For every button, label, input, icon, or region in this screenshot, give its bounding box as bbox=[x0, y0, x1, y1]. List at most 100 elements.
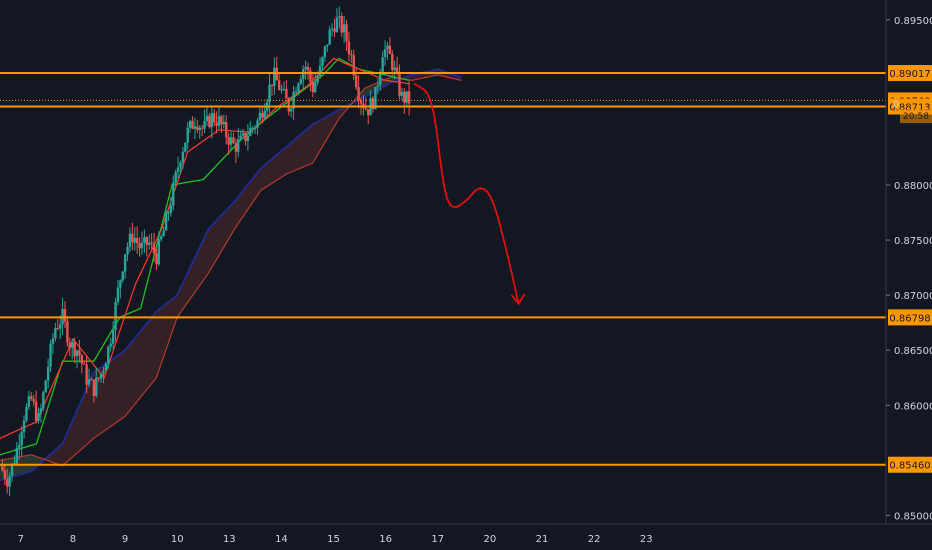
current-price-label: 0 bbox=[893, 100, 899, 111]
candle-body bbox=[215, 122, 218, 126]
candle-body bbox=[405, 91, 408, 103]
candle-body bbox=[234, 142, 238, 152]
candle-body bbox=[58, 324, 62, 329]
candle-body bbox=[318, 65, 322, 77]
candle-body bbox=[27, 396, 31, 407]
candle-body bbox=[133, 238, 136, 243]
cloud-band bbox=[46, 103, 352, 466]
candle-body bbox=[145, 237, 149, 245]
candle-body bbox=[395, 67, 399, 73]
candle-body bbox=[270, 84, 274, 86]
candle-body bbox=[68, 342, 71, 348]
candle-body bbox=[10, 463, 14, 476]
candle-body bbox=[196, 126, 199, 130]
candle-body bbox=[174, 171, 177, 183]
candle-body bbox=[39, 408, 43, 414]
candle-body bbox=[367, 109, 370, 116]
time-axis[interactable]: 7 8 9 10 13 14 15 16 17 20 21 22 23 bbox=[0, 523, 932, 550]
candle-body bbox=[253, 127, 257, 129]
candle-body bbox=[383, 49, 387, 58]
candle-body bbox=[6, 479, 9, 487]
candle-body bbox=[150, 242, 153, 244]
candle-body bbox=[244, 133, 247, 142]
candle-body bbox=[95, 377, 98, 397]
candle-body bbox=[203, 120, 206, 129]
candle-body bbox=[386, 45, 389, 50]
candle-body bbox=[155, 253, 158, 265]
candle-body bbox=[398, 72, 401, 96]
candle-body bbox=[304, 66, 307, 69]
candle-body bbox=[99, 373, 103, 379]
candle-body bbox=[208, 115, 211, 127]
candle-body bbox=[232, 137, 235, 143]
candle-body bbox=[335, 17, 339, 32]
forecast-curve bbox=[413, 82, 520, 305]
kijun-line bbox=[0, 57, 410, 456]
candle-body bbox=[109, 343, 112, 347]
candle-body bbox=[70, 341, 74, 348]
level-price-label: 0.86798 bbox=[889, 313, 930, 324]
candle-body bbox=[32, 398, 35, 402]
price-tick-label: 0.88000 bbox=[894, 181, 932, 192]
candle-body bbox=[391, 54, 394, 70]
candle-body bbox=[354, 75, 358, 88]
candle-body bbox=[3, 470, 7, 480]
candle-body bbox=[220, 116, 223, 125]
candle-body bbox=[78, 350, 81, 356]
candle-body bbox=[131, 233, 134, 243]
candle-body bbox=[297, 83, 300, 92]
time-tick-label: 23 bbox=[640, 534, 653, 545]
candle-body bbox=[18, 444, 21, 448]
candle-body bbox=[316, 76, 319, 83]
horizontal-levels[interactable]: 0.890170.887680.887130.867980.85460020:5… bbox=[0, 65, 932, 473]
price-tick-label: 0.85000 bbox=[894, 511, 932, 522]
time-tick-label: 10 bbox=[171, 534, 184, 545]
candle-body bbox=[186, 127, 189, 143]
candle-body bbox=[256, 120, 259, 128]
candle-body bbox=[246, 135, 250, 142]
countdown-label: 20:58 bbox=[903, 112, 929, 122]
candle-body bbox=[179, 162, 182, 168]
candle-body bbox=[66, 321, 69, 343]
candle-body bbox=[277, 80, 281, 90]
time-tick-label: 17 bbox=[431, 534, 444, 545]
time-tick-label: 9 bbox=[122, 534, 128, 545]
candle-body bbox=[198, 127, 201, 130]
level-price-label: 0.88713 bbox=[889, 102, 930, 113]
candle-body bbox=[200, 127, 204, 129]
level-price-tag bbox=[888, 65, 932, 82]
candle-body bbox=[227, 137, 230, 145]
candle-body bbox=[102, 370, 105, 374]
candle-body bbox=[287, 98, 290, 112]
candle-body bbox=[138, 243, 141, 249]
candle-body bbox=[135, 238, 139, 244]
candle-body bbox=[371, 98, 375, 110]
price-axis[interactable]: 0.89500 0.88000 0.87500 0.87000 0.86500 0.860… bbox=[885, 0, 932, 550]
price-tick-label: 0.86000 bbox=[894, 401, 932, 412]
candle-body bbox=[302, 68, 305, 80]
candle-body bbox=[44, 380, 47, 393]
candle-body bbox=[388, 45, 392, 55]
candle-body bbox=[37, 413, 40, 421]
candle-body bbox=[407, 91, 411, 104]
candle-body bbox=[323, 46, 327, 58]
candle-body bbox=[330, 28, 334, 30]
candle-body bbox=[263, 110, 266, 118]
candle-body bbox=[128, 233, 132, 247]
candle-body bbox=[241, 133, 245, 136]
level-price-label: 0.85460 bbox=[889, 461, 930, 472]
candle-body bbox=[352, 55, 355, 76]
candle-body bbox=[15, 447, 19, 464]
candle-body bbox=[268, 84, 271, 103]
candle-body bbox=[299, 79, 303, 84]
candle-body bbox=[123, 254, 127, 272]
time-tick-label: 21 bbox=[536, 534, 549, 545]
time-tick-label: 8 bbox=[70, 534, 76, 545]
forecast-arrow[interactable] bbox=[413, 82, 526, 306]
candle-body bbox=[374, 86, 377, 110]
candle-body bbox=[111, 330, 115, 344]
price-tick-label: 0.87000 bbox=[894, 291, 932, 302]
time-tick-label: 14 bbox=[275, 534, 288, 545]
candle-body bbox=[169, 205, 173, 213]
